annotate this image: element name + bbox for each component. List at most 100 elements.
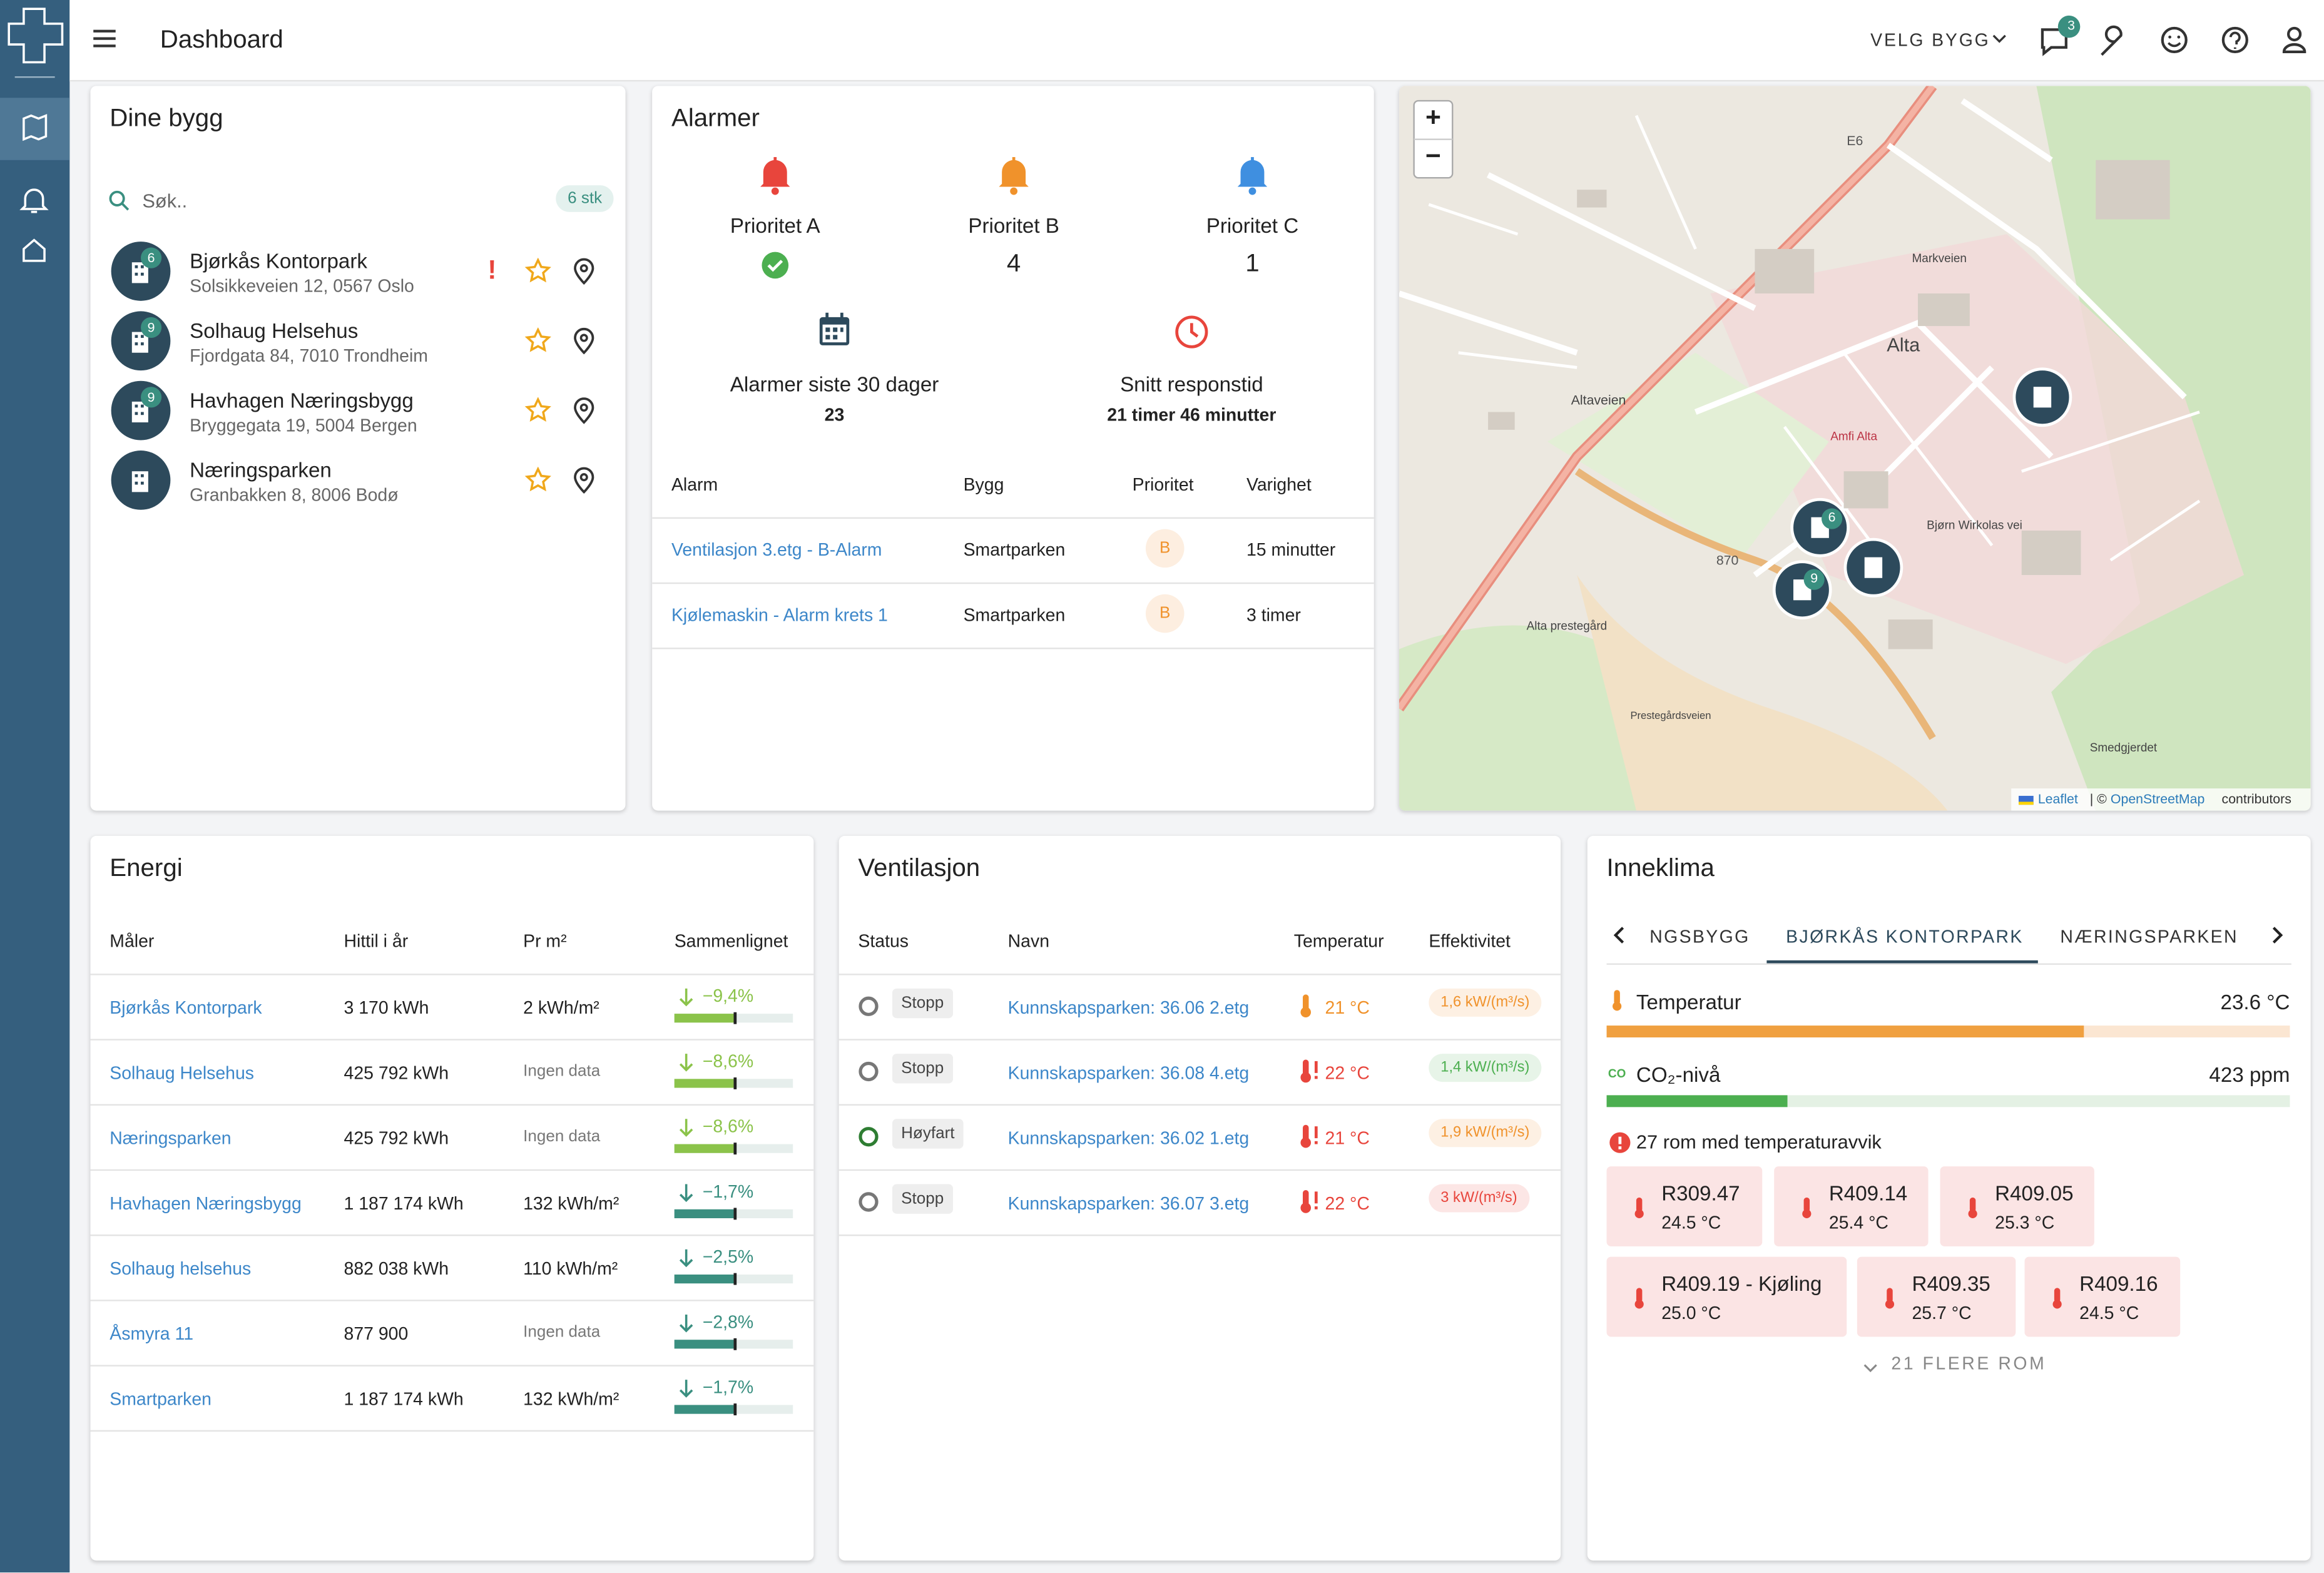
map-card[interactable]: + − Alta E6 870 Altaveien Markveien Bjørn Wirko… <box>1399 86 2311 811</box>
per-m2: 132 kWh/m² <box>523 1388 619 1410</box>
efficiency-chip: 1,9 kW/(m³/s) <box>1429 1119 1542 1148</box>
caret <box>1992 34 2006 43</box>
room-card[interactable] <box>1606 1166 1763 1246</box>
trend-value: −1,7% <box>702 1181 754 1202</box>
map-label: Alta prestegård <box>1526 619 1608 633</box>
trend-value: −8,6% <box>702 1051 754 1072</box>
meter-link[interactable]: Havhagen Næringsbygg <box>110 1193 302 1214</box>
room-card[interactable] <box>1774 1166 1929 1246</box>
alarms-card: Alarmer Prioritet A Prioritet B 4 Prioritet … <box>652 86 1374 811</box>
meter-link[interactable]: Næringsparken <box>110 1128 232 1149</box>
more-rooms[interactable]: 21 FLERE ROM <box>1891 1353 2047 1374</box>
trend-arrow <box>677 1117 695 1146</box>
alarm-link[interactable]: Ventilasjon 3.etg - B-Alarm <box>671 539 882 561</box>
year-value: 1 187 174 kWh <box>344 1193 464 1214</box>
trend-value: −2,8% <box>702 1311 754 1333</box>
tab[interactable]: BJØRKÅS KONTORPARK <box>1786 926 2024 947</box>
sidebar-icons <box>0 8 70 262</box>
card-title: Energi <box>110 853 183 882</box>
calendar-icon <box>818 311 850 354</box>
room-card[interactable] <box>2024 1256 2181 1337</box>
deviation-text: 27 rom med temperaturavvik <box>1636 1131 1882 1153</box>
page-title: Dashboard <box>160 25 283 54</box>
unit-link[interactable]: Kunnskapsparken: 36.08 4.etg <box>1007 1062 1250 1084</box>
unit-link[interactable]: Kunnskapsparken: 36.07 3.etg <box>1007 1193 1250 1214</box>
trend-mark <box>733 1273 736 1285</box>
status-chip: Stopp <box>892 1184 953 1214</box>
row-separator <box>90 1300 814 1301</box>
building-badge: 6 <box>141 247 162 268</box>
building-name[interactable]: Næringsparken <box>190 457 332 482</box>
search-input[interactable]: Søk.. <box>142 190 188 212</box>
room-thermometer <box>2050 1286 2065 1318</box>
location-pin <box>572 466 596 502</box>
trend-value: −1,7% <box>702 1377 754 1398</box>
thermometer <box>1298 993 1322 1027</box>
meter-link[interactable]: Åsmyra 11 <box>110 1323 194 1345</box>
zoom-in[interactable]: + <box>1425 102 1441 132</box>
map-label: Altaveien <box>1571 392 1626 408</box>
map-label: 870 <box>1716 552 1739 568</box>
meter-link[interactable]: Solhaug Helsehus <box>110 1062 254 1084</box>
trend-value: −2,5% <box>702 1246 754 1268</box>
unit-link[interactable]: Kunnskapsparken: 36.06 2.etg <box>1007 997 1250 1019</box>
row-separator <box>90 1039 814 1041</box>
per-m2: 2 kWh/m² <box>523 997 599 1019</box>
row-separator <box>90 1104 814 1106</box>
column-header: Navn <box>1007 930 1050 952</box>
alarm-duration: 15 minutter <box>1246 539 1336 561</box>
thermometer <box>1298 1058 1322 1092</box>
building-avatar <box>110 379 171 449</box>
co2-icon: CO₂-nivå <box>1608 1067 1626 1081</box>
year-value: 882 038 kWh <box>344 1258 449 1280</box>
attribution[interactable]: Leaflet <box>2037 791 2078 807</box>
per-m2: Ingen data <box>523 1062 601 1081</box>
building-name[interactable]: Bjørkås Kontorpark <box>190 248 368 273</box>
thermometer <box>1298 1189 1322 1223</box>
building-name[interactable]: Havhagen Næringsbygg <box>190 388 414 412</box>
room-card[interactable] <box>1857 1256 2016 1337</box>
priority-chip: B <box>1145 529 1185 568</box>
tab-indicator <box>1766 960 2038 964</box>
meter-link[interactable]: Bjørkås Kontorpark <box>110 997 262 1019</box>
marker-count: 9 <box>1810 570 1818 586</box>
unit-link[interactable]: Kunnskapsparken: 36.02 1.etg <box>1007 1128 1250 1149</box>
topbar: Dashboard VELG BYGG 3 <box>69 0 2324 82</box>
map[interactable] <box>1399 86 2311 811</box>
status-chip: Stopp <box>892 988 953 1019</box>
trend-arrow <box>677 1052 695 1081</box>
temperature: 22 °C <box>1325 1062 1370 1084</box>
zoom-out[interactable]: − <box>1425 141 1441 171</box>
room-card[interactable] <box>1940 1166 2094 1246</box>
building-address: Solsikkeveien 12, 0567 Oslo <box>190 275 414 297</box>
status-dot <box>858 994 882 1026</box>
column-header: Alarm <box>671 474 718 496</box>
room-temp: 24.5 °C <box>2079 1302 2139 1324</box>
tab[interactable]: NÆRINGSPARKEN <box>2060 926 2238 947</box>
column-header: Måler <box>110 930 155 952</box>
room-card[interactable] <box>1606 1256 1847 1337</box>
building-select[interactable]: VELG BYGG <box>1870 29 1990 51</box>
attribution: | © <box>2089 791 2107 807</box>
card-title: Alarmer <box>671 103 760 132</box>
toolbar-icons[interactable] <box>2034 12 2324 71</box>
row-separator <box>652 582 1374 584</box>
menu-button[interactable] <box>92 27 119 51</box>
attribution[interactable]: OpenStreetMap <box>2110 791 2205 807</box>
alarm-link[interactable]: Kjølemaskin - Alarm krets 1 <box>671 604 888 626</box>
meter-link[interactable]: Smartparken <box>110 1388 212 1410</box>
meter-link[interactable]: Solhaug helsehus <box>110 1258 252 1280</box>
card-title: Ventilasjon <box>858 853 981 882</box>
alert-flag: ! <box>487 255 497 285</box>
trend-arrow <box>677 987 695 1015</box>
building-name[interactable]: Solhaug Helsehus <box>190 318 359 343</box>
tabs-line <box>1606 963 2291 965</box>
room-name: R409.19 - Kjøling <box>1661 1271 1822 1296</box>
metric-label: CO₂-nivå <box>1636 1062 1721 1087</box>
efficiency-chip: 1,4 kW/(m³/s) <box>1429 1054 1542 1082</box>
room-name: R309.47 <box>1661 1181 1740 1205</box>
favorite-star <box>524 327 551 361</box>
tab[interactable]: NGSBYGG <box>1649 926 1750 947</box>
map-label: Markveien <box>1912 252 1967 265</box>
